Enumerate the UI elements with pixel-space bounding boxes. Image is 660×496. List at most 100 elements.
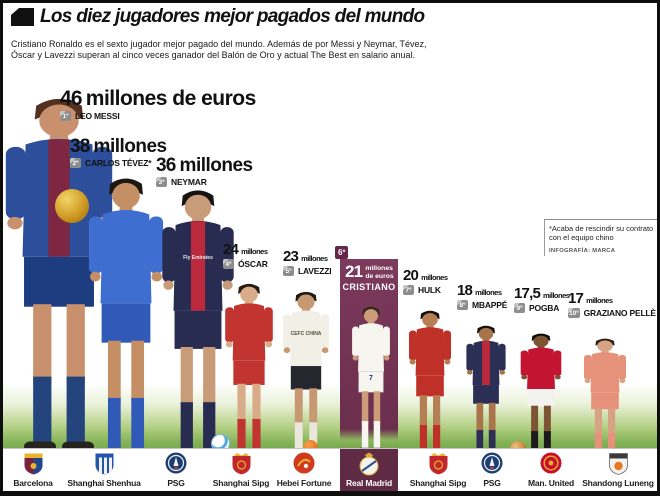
player-name: POGBA xyxy=(529,303,560,313)
cristiano-shirt-number: 7 xyxy=(369,375,373,382)
lavezzi-shirt-sponsor: CEFC CHINA xyxy=(290,331,322,337)
salary-unit: millones xyxy=(241,247,268,256)
club-badge-shanghai-shenhua xyxy=(95,453,113,475)
salary-amount: 24 xyxy=(223,241,239,258)
player-name: GRAZIANO PELLÈ xyxy=(583,308,656,318)
footnote-line-1: *Acaba de rescindir su contrato xyxy=(549,224,654,233)
club-name: Hebei Fortune xyxy=(276,478,332,488)
club-name: PSG xyxy=(483,478,501,488)
rank-badge: 5º xyxy=(283,266,294,276)
player-name: LAVEZZI xyxy=(298,266,332,276)
player-figure-mbappe xyxy=(466,325,506,460)
salary-label-lavezzi: 23 millones 5º LAVEZZI xyxy=(283,248,332,276)
club-badge-hebei-fortune xyxy=(293,452,315,474)
club-name: Shanghai Sipg xyxy=(212,478,270,488)
salary-amount: 23 xyxy=(283,248,299,265)
club-badge-man-united xyxy=(540,452,562,474)
player-name-cristiano: CRISTIANO xyxy=(342,282,396,292)
salary-amount: 20 xyxy=(403,267,419,284)
infographic-credit: INFOGRAFÍA: MARCA xyxy=(549,248,616,254)
salary-amount: 36 xyxy=(156,155,176,176)
footnote: *Acaba de rescindir su contrato con el e… xyxy=(544,219,657,256)
player-figure-hulk xyxy=(409,310,451,458)
salary-amount: 17,5 xyxy=(514,285,541,302)
club-cell-psg-2: PSG xyxy=(462,449,522,491)
club-cell-shanghai-sipg-2: Shanghai Sipg xyxy=(402,449,474,491)
salary-amount: 18 xyxy=(457,282,473,299)
club-name: PSG xyxy=(167,478,185,488)
player-figure-lavezzi xyxy=(282,291,330,460)
rank-badge: 7º xyxy=(403,285,414,295)
salary-unit: millones xyxy=(179,155,254,176)
intro-paragraph: Cristiano Ronaldo es el sexto jugador me… xyxy=(11,39,427,61)
salary-unit: millones xyxy=(586,296,613,305)
salary-unit: millones xyxy=(93,136,168,157)
club-cell-shandong-luneng: Shandong Luneng xyxy=(580,449,656,491)
intro-line-2: Óscar y Lavezzi superan al cinco veces g… xyxy=(11,50,416,60)
player-name: HULK xyxy=(418,285,441,295)
player-name: NEYMAR xyxy=(171,177,207,187)
neymar-shirt-sponsor: Fly Emirates xyxy=(183,255,213,261)
salary-amount: 46 xyxy=(60,87,83,110)
rank-badge: 8º xyxy=(457,300,468,310)
club-name: Shanghai Shenhua xyxy=(67,478,141,488)
salary-label-hulk: 20 millones 7º HULK xyxy=(403,268,448,295)
rank-badge-cristiano: 6º xyxy=(335,246,349,259)
club-cell-shanghai-shenhua: Shanghai Shenhua xyxy=(65,449,143,491)
marca-bullet-icon xyxy=(11,8,34,26)
club-cell-barcelona: Barcelona xyxy=(3,449,63,491)
club-name: Real Madrid xyxy=(346,478,392,488)
header: Los diez jugadores mejor pagados del mun… xyxy=(11,6,425,28)
salary-amount: 38 xyxy=(70,136,90,157)
player-name: MBAPPÉ xyxy=(472,300,508,310)
club-badge-shanghai-sipg xyxy=(429,453,447,475)
salary-label-neymar: 36 millones 3º NEYMAR xyxy=(156,156,253,187)
club-badge-psg xyxy=(165,452,187,474)
salary-unit: millones de euros xyxy=(85,87,257,110)
salary-label-tevez: 38 millones 2º CARLOS TÉVEZ* xyxy=(70,137,167,168)
salary-label-mbappe: 18 millones 8º MBAPPÉ xyxy=(457,283,507,310)
page-title: Los diez jugadores mejor pagados del mun… xyxy=(40,6,425,27)
club-cell-hebei-fortune: Hebei Fortune xyxy=(271,449,337,491)
club-cell-psg: PSG xyxy=(145,449,207,491)
club-name: Shanghai Sipg xyxy=(409,478,467,488)
salary-amount: 17 xyxy=(568,290,584,307)
salary-label-pogba: 17,5 millones 9º POGBA xyxy=(514,285,570,313)
player-figure-pelle xyxy=(584,338,626,460)
rank-badge: 4º xyxy=(223,259,234,269)
footnote-line-2: con el equipo chino xyxy=(549,233,614,242)
player-name: LEO MESSI xyxy=(75,111,120,121)
salary-label-messi: 46 millones de euros 1º LEO MESSI xyxy=(60,88,256,121)
salary-unit: millones xyxy=(475,288,502,297)
intro-line-1: Cristiano Ronaldo es el sexto jugador me… xyxy=(11,39,427,49)
salary-unit: millones xyxy=(421,273,448,282)
player-name: ÓSCAR xyxy=(238,259,268,269)
club-name: Shandong Luneng xyxy=(582,478,654,488)
club-cell-real-madrid: Real Madrid xyxy=(340,449,398,491)
salary-unit: millones xyxy=(543,291,570,300)
club-name: Man. United xyxy=(528,478,574,488)
rank-badge: 9º xyxy=(514,303,525,313)
rank-badge: 10º xyxy=(568,308,580,318)
rank-badge: 1º xyxy=(60,111,71,121)
club-badge-shanghai-sipg xyxy=(232,453,250,475)
salary-label-oscar: 24 millones 4º ÓSCAR xyxy=(223,242,268,269)
player-name: CARLOS TÉVEZ* xyxy=(85,158,152,168)
rank-badge: 2º xyxy=(70,158,81,168)
club-name: Barcelona xyxy=(13,478,53,488)
club-cell-shanghai-sipg: Shanghai Sipg xyxy=(207,449,275,491)
salary-cristiano: 21 millones de euros xyxy=(340,259,398,280)
club-badge-real-madrid xyxy=(359,452,379,476)
salary-unit: millones xyxy=(301,254,328,263)
club-badge-psg xyxy=(481,452,503,474)
club-badge-shandong-luneng xyxy=(608,453,628,475)
salary-unit: millones de euros xyxy=(365,265,394,280)
golden-ball xyxy=(55,189,89,223)
club-cell-man-united: Man. United xyxy=(520,449,582,491)
salary-label-pelle: 17 millones 10º GRAZIANO PELLÈ xyxy=(568,291,656,318)
club-strip: Barcelona Shanghai Shenhua PS xyxy=(3,448,657,491)
salary-amount: 21 xyxy=(345,262,363,281)
rank-badge: 3º xyxy=(156,177,167,187)
club-badge-barcelona xyxy=(24,453,42,475)
